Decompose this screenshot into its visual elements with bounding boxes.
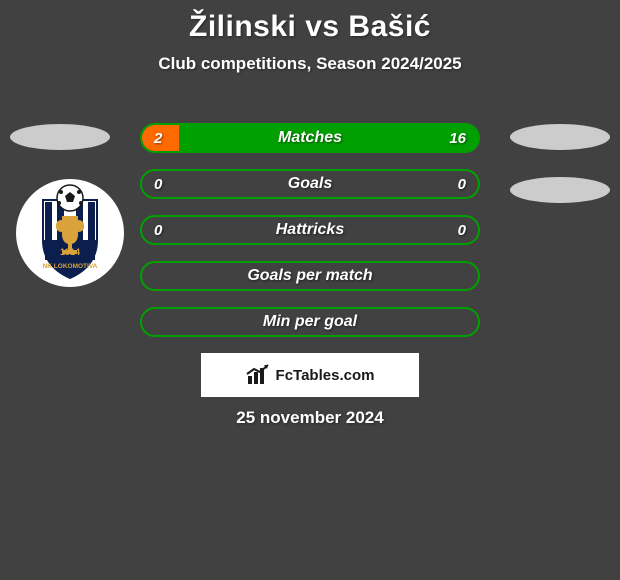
chart-icon [246,364,272,386]
date-text: 25 november 2024 [0,408,620,428]
page-subtitle: Club competitions, Season 2024/2025 [0,54,620,74]
stat-value-player1: 0 [154,171,162,197]
stat-row: Min per goal [140,307,480,337]
stat-row: Goals0 0 [140,169,480,199]
badge-year: 1914 [60,247,80,257]
stat-value-player1: 0 [154,217,162,243]
stat-value-player2: 0 [458,171,466,197]
stat-label: Min per goal [142,309,478,335]
stat-value-player2: 0 [458,217,466,243]
player2-club-placeholder [510,177,610,203]
stat-row: Goals per match [140,261,480,291]
stat-label: Hattricks [142,217,478,243]
stats-panel: Matches216Goals00Hattricks00Goals per ma… [140,123,480,353]
attribution-box[interactable]: FcTables.com [201,353,419,397]
stat-row: Hattricks0 0 [140,215,480,245]
player1-club-badge: 1914 NK LOKOMOTIVA [15,178,125,288]
page-title: Žilinski vs Bašić [0,0,620,44]
badge-name: NK LOKOMOTIVA [43,263,98,270]
stat-label: Goals per match [142,263,478,289]
player1-avatar-placeholder [10,124,110,150]
player2-avatar-placeholder [510,124,610,150]
stat-row: Matches2 16 [140,123,480,153]
comparison-card: Žilinski vs Bašić Club competitions, Sea… [0,0,620,580]
stat-label: Goals [142,171,478,197]
stat-value-player2: 16 [449,125,466,151]
attribution-text: FcTables.com [276,367,375,384]
stat-label: Matches [142,125,478,151]
stat-value-player1: 2 [154,125,162,151]
